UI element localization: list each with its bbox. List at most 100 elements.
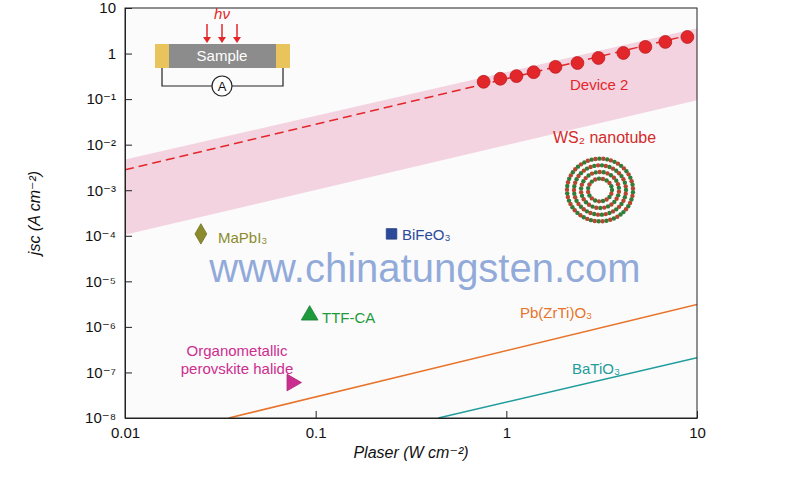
- tick-mark: [125, 145, 132, 146]
- tick-label: 1: [503, 424, 511, 441]
- plot-area: [125, 28, 697, 418]
- tick-mark: [125, 372, 132, 373]
- atom: [588, 165, 592, 169]
- atom: [617, 186, 621, 190]
- tick-label: 10⁻⁶: [85, 318, 116, 335]
- atom: [579, 186, 583, 190]
- label-line: perovskite halide: [181, 360, 294, 377]
- point: [494, 72, 507, 85]
- atom: [596, 212, 600, 216]
- atom: [621, 210, 625, 214]
- sample-label: Sample: [197, 47, 248, 64]
- tick-label: 10⁻¹: [86, 90, 116, 107]
- series-label: Pb(ZrTi)O₃: [520, 304, 592, 321]
- atom: [592, 164, 596, 168]
- atom: [610, 188, 614, 192]
- atom: [593, 177, 597, 181]
- point: [386, 229, 396, 239]
- atom: [597, 176, 601, 180]
- series-label: BaTiO₃: [572, 360, 620, 377]
- tick-label: 10: [689, 424, 706, 441]
- tick-label: 1: [108, 45, 116, 62]
- point: [527, 66, 540, 79]
- light-arrowhead: [218, 37, 226, 43]
- atom: [631, 190, 635, 194]
- atom: [590, 171, 594, 175]
- point: [592, 52, 605, 65]
- chart: Device 2MaPbI₃BiFeO₃TTF-CAOrganometallic…: [0, 0, 800, 480]
- contact-pad: [155, 44, 169, 68]
- point: [571, 57, 584, 70]
- y-axis-title: jsc (A cm⁻²): [26, 171, 43, 257]
- tick-mark: [125, 99, 132, 100]
- tick-label: 10⁻²: [86, 136, 116, 153]
- point: [617, 47, 630, 60]
- tick-label: 0.1: [306, 424, 327, 441]
- watermark: www.chinatungsten.com: [208, 246, 640, 290]
- atom: [579, 190, 583, 194]
- point: [477, 75, 490, 88]
- atom: [605, 157, 609, 161]
- series-label: Device 2: [570, 76, 628, 93]
- light-arrowhead: [233, 37, 241, 43]
- tick-mark: [125, 54, 132, 55]
- tick: 0.1: [306, 411, 327, 441]
- atom: [601, 170, 605, 174]
- tick-label: 10⁻⁸: [85, 409, 116, 426]
- label-line: Organometallic: [187, 342, 288, 359]
- x-axis: 0.010.1110: [111, 411, 706, 441]
- tick-mark: [125, 327, 132, 328]
- tick-label: 10⁻³: [86, 182, 116, 199]
- atom: [596, 219, 600, 223]
- atom: [598, 206, 602, 210]
- inset: hνSampleA: [155, 5, 290, 96]
- point: [195, 224, 207, 244]
- atom: [600, 212, 604, 216]
- tick-mark: [125, 236, 132, 237]
- atom: [593, 157, 597, 161]
- atom: [594, 206, 598, 210]
- atom: [565, 184, 569, 188]
- nanotube-picture: [565, 156, 635, 223]
- atom: [607, 211, 611, 215]
- series-line: [229, 305, 697, 418]
- series-label: Organometallicperovskite halide: [181, 342, 294, 377]
- atom: [601, 199, 605, 203]
- band: [125, 28, 697, 235]
- atom: [601, 157, 605, 161]
- series-label: BiFeO₃: [402, 226, 451, 243]
- point: [510, 70, 523, 83]
- atom: [617, 189, 621, 193]
- tick: 1: [108, 45, 132, 62]
- tick-mark: [125, 281, 132, 282]
- atom: [597, 199, 601, 203]
- atom: [586, 159, 590, 163]
- ammeter: [212, 76, 232, 96]
- ammeter-label: A: [218, 79, 227, 94]
- atom: [609, 184, 613, 188]
- atom: [604, 164, 608, 168]
- atom: [600, 163, 604, 167]
- sample-box: [155, 44, 290, 68]
- nanotube-label: WS₂ nanotube: [553, 129, 656, 146]
- plot-frame: [125, 8, 697, 418]
- atom: [604, 212, 608, 216]
- atom: [604, 219, 608, 223]
- atom: [616, 182, 620, 186]
- tick-label: 10⁻⁷: [86, 364, 116, 381]
- tick: 1: [503, 411, 511, 441]
- point: [659, 35, 672, 48]
- atom: [597, 156, 601, 160]
- contact-pad: [276, 44, 290, 68]
- atom: [602, 205, 606, 209]
- point: [681, 31, 694, 44]
- atom: [598, 170, 602, 174]
- atom: [596, 163, 600, 167]
- point: [639, 40, 652, 53]
- point: [301, 306, 318, 320]
- tick-label: 10: [99, 0, 116, 16]
- tick-mark: [316, 411, 317, 418]
- atom: [621, 199, 625, 203]
- series-line: [438, 358, 697, 418]
- tick-mark: [506, 411, 507, 418]
